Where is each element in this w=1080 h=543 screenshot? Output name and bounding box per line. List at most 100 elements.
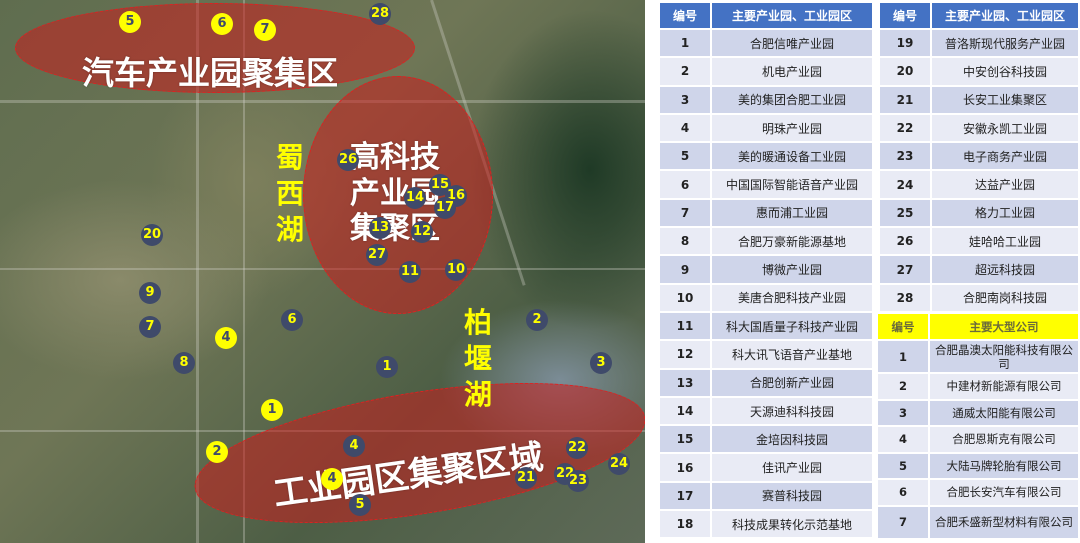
row-number: 21 bbox=[880, 86, 930, 113]
table-row: 14 天源迪科科技园 bbox=[660, 397, 872, 425]
row-number: 7 bbox=[878, 506, 928, 538]
park-marker: 23 bbox=[567, 470, 589, 492]
table-row: 22 安徽永凯工业园 bbox=[880, 114, 1078, 142]
park-marker: 26 bbox=[337, 149, 359, 171]
table-row: 8 合肥万豪新能源基地 bbox=[660, 228, 872, 255]
row-name: 格力工业园 bbox=[932, 199, 1078, 227]
row-number: 4 bbox=[660, 114, 710, 142]
table-row: 11 科大国盾量子科技产业园 bbox=[660, 312, 872, 340]
table-row: 23 电子商务产业园 bbox=[880, 143, 1078, 170]
company-marker: 6 bbox=[211, 13, 233, 35]
company-marker: 5 bbox=[119, 11, 141, 33]
row-name: 中建材新能源有限公司 bbox=[930, 374, 1078, 399]
row-name: 合肥万豪新能源基地 bbox=[712, 228, 872, 255]
row-number: 10 bbox=[660, 284, 710, 311]
table-row: 5 美的暖通设备工业园 bbox=[660, 143, 872, 170]
row-name: 合肥信唯产业园 bbox=[712, 30, 872, 57]
row-name: 普洛斯现代服务产业园 bbox=[932, 30, 1078, 57]
company-marker: 1 bbox=[261, 399, 283, 421]
row-number: 18 bbox=[660, 511, 710, 538]
park-marker: 9 bbox=[139, 282, 161, 304]
row-number: 5 bbox=[878, 453, 928, 478]
companies-table: 编号 主要大型公司 1 合肥晶澳太阳能科技有限公司 2 中建材新能源有限公司 3 通威太阳… bbox=[876, 312, 1080, 540]
hitech-zone-label-1: 高科技 bbox=[350, 140, 440, 175]
row-name: 长安工业集聚区 bbox=[932, 86, 1078, 113]
row-number: 27 bbox=[880, 256, 930, 283]
parks-table-left: 编号 主要产业园、工业园区 1 合肥信唯产业园 2 机电产业园 3 美的集团合肥工业园 4 明… bbox=[658, 1, 874, 539]
park-marker: 3 bbox=[590, 352, 612, 374]
road bbox=[196, 0, 199, 543]
header-number: 编号 bbox=[660, 3, 710, 28]
row-name: 科技成果转化示范基地 bbox=[712, 511, 872, 538]
table-row: 27 超远科技园 bbox=[880, 256, 1078, 283]
row-name: 佳讯产业园 bbox=[712, 454, 872, 481]
row-number: 2 bbox=[660, 58, 710, 85]
baiyan-lake-label: 柏堰湖 bbox=[463, 306, 492, 411]
table-row: 4 明珠产业园 bbox=[660, 114, 872, 142]
row-name: 超远科技园 bbox=[932, 256, 1078, 283]
row-number: 3 bbox=[878, 400, 928, 425]
company-marker: 7 bbox=[254, 19, 276, 41]
header-number: 编号 bbox=[878, 314, 928, 339]
row-number: 5 bbox=[660, 143, 710, 170]
row-number: 16 bbox=[660, 454, 710, 481]
row-number: 20 bbox=[880, 58, 930, 85]
row-number: 11 bbox=[660, 312, 710, 340]
park-marker: 17 bbox=[434, 197, 456, 219]
row-number: 25 bbox=[880, 199, 930, 227]
row-name: 科大国盾量子科技产业园 bbox=[712, 312, 872, 340]
row-name: 美的集团合肥工业园 bbox=[712, 86, 872, 113]
table-row: 1 合肥信唯产业园 bbox=[660, 30, 872, 57]
row-name: 博微产业园 bbox=[712, 256, 872, 283]
park-marker: 5 bbox=[349, 494, 371, 516]
park-marker: 22 bbox=[566, 437, 588, 459]
table-row: 12 科大讯飞语音产业基地 bbox=[660, 341, 872, 368]
shuxi-lake-label: 蜀西湖 bbox=[275, 141, 304, 246]
park-marker: 6 bbox=[281, 309, 303, 331]
park-marker: 24 bbox=[608, 453, 630, 475]
row-number: 7 bbox=[660, 199, 710, 227]
table-row: 20 中安创谷科技园 bbox=[880, 58, 1078, 85]
row-name: 大陆马牌轮胎有限公司 bbox=[930, 453, 1078, 478]
row-name: 安徽永凯工业园 bbox=[932, 114, 1078, 142]
table-row: 13 合肥创新产业园 bbox=[660, 369, 872, 396]
table-row: 1 合肥晶澳太阳能科技有限公司 bbox=[878, 341, 1078, 372]
header-number: 编号 bbox=[880, 3, 930, 28]
table-row: 6 合肥长安汽车有限公司 bbox=[878, 480, 1078, 505]
row-number: 28 bbox=[880, 284, 930, 311]
park-marker: 4 bbox=[343, 435, 365, 457]
row-number: 6 bbox=[878, 480, 928, 505]
row-name: 中国国际智能语音产业园 bbox=[712, 171, 872, 198]
row-name: 科大讯飞语音产业基地 bbox=[712, 341, 872, 368]
row-number: 1 bbox=[878, 341, 928, 372]
row-number: 1 bbox=[660, 30, 710, 57]
table-row: 5 大陆马牌轮胎有限公司 bbox=[878, 453, 1078, 478]
park-marker: 21 bbox=[515, 467, 537, 489]
table-row: 2 机电产业园 bbox=[660, 58, 872, 85]
row-name: 惠而浦工业园 bbox=[712, 199, 872, 227]
park-marker: 28 bbox=[369, 3, 391, 25]
row-name: 合肥长安汽车有限公司 bbox=[930, 480, 1078, 505]
row-name: 美的暖通设备工业园 bbox=[712, 143, 872, 170]
table-row: 19 普洛斯现代服务产业园 bbox=[880, 30, 1078, 57]
company-marker: 2 bbox=[206, 441, 228, 463]
header-company: 主要大型公司 bbox=[930, 314, 1078, 339]
header-park: 主要产业园、工业园区 bbox=[712, 3, 872, 28]
row-name: 赛普科技园 bbox=[712, 482, 872, 510]
table-row: 3 美的集团合肥工业园 bbox=[660, 86, 872, 113]
table-row: 16 佳讯产业园 bbox=[660, 454, 872, 481]
park-marker: 11 bbox=[399, 261, 421, 283]
row-number: 15 bbox=[660, 426, 710, 453]
table-row: 26 娃哈哈工业园 bbox=[880, 228, 1078, 255]
park-marker: 27 bbox=[366, 244, 388, 266]
park-marker: 10 bbox=[445, 259, 467, 281]
header-park: 主要产业园、工业园区 bbox=[932, 3, 1078, 28]
row-name: 天源迪科科技园 bbox=[712, 397, 872, 425]
road bbox=[0, 100, 645, 103]
row-name: 合肥创新产业园 bbox=[712, 369, 872, 396]
row-number: 26 bbox=[880, 228, 930, 255]
park-marker: 8 bbox=[173, 352, 195, 374]
road bbox=[0, 268, 645, 270]
row-name: 机电产业园 bbox=[712, 58, 872, 85]
table-row: 28 合肥南岗科技园 bbox=[880, 284, 1078, 311]
